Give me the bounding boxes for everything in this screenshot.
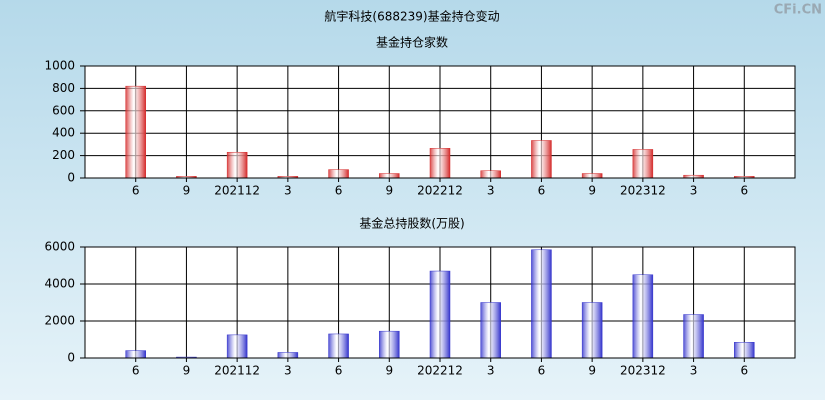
bar xyxy=(328,169,349,179)
bar xyxy=(632,274,654,359)
x-tick-label: 3 xyxy=(487,184,495,198)
x-tick-label: 6 xyxy=(538,184,546,198)
x-tick-label: 9 xyxy=(385,184,393,198)
bar xyxy=(226,151,248,179)
x-tick-label: 202312 xyxy=(620,184,666,198)
x-tick-label: 202212 xyxy=(417,364,463,378)
y-tick-label: 4000 xyxy=(44,277,75,291)
bar xyxy=(125,350,146,359)
x-tick-label: 6 xyxy=(335,184,343,198)
bar xyxy=(277,352,299,359)
x-tick-label: 6 xyxy=(335,364,343,378)
page-title: 航宇科技(688239)基金持仓变动 xyxy=(324,9,499,24)
x-tick-label: 3 xyxy=(284,184,292,198)
y-tick-label: 0 xyxy=(67,351,75,365)
x-tick-label: 3 xyxy=(690,184,698,198)
x-tick-label: 9 xyxy=(183,184,191,198)
bar xyxy=(734,342,755,359)
x-tick-label: 3 xyxy=(487,364,495,378)
x-tick-label: 6 xyxy=(740,184,748,198)
x-tick-label: 6 xyxy=(132,184,140,198)
chart-title: 基金持仓家数 xyxy=(376,35,448,50)
y-tick-label: 200 xyxy=(52,148,75,162)
bar xyxy=(429,270,451,359)
plot-border xyxy=(84,246,796,359)
bar xyxy=(531,140,552,179)
y-tick-label: 6000 xyxy=(44,240,75,254)
bar xyxy=(581,173,603,179)
bar xyxy=(683,314,704,359)
x-tick-label: 202212 xyxy=(417,184,463,198)
x-tick-label: 9 xyxy=(588,184,596,198)
x-tick-label: 9 xyxy=(183,364,191,378)
bar xyxy=(328,333,349,359)
bar xyxy=(581,302,603,359)
bar xyxy=(531,249,552,359)
bar xyxy=(125,85,146,179)
y-tick-label: 800 xyxy=(52,81,75,95)
bar xyxy=(379,173,400,179)
x-tick-label: 202312 xyxy=(620,364,666,378)
y-tick-label: 600 xyxy=(52,103,75,117)
x-tick-label: 6 xyxy=(538,364,546,378)
bar xyxy=(226,334,248,359)
x-tick-label: 202112 xyxy=(214,364,260,378)
bar xyxy=(429,148,451,179)
x-tick-label: 9 xyxy=(588,364,596,378)
bar xyxy=(480,170,501,179)
watermark: CFi.CN xyxy=(774,3,822,18)
y-tick-label: 400 xyxy=(52,126,75,140)
chart-title: 基金总持股数(万股) xyxy=(359,216,464,231)
bar xyxy=(379,330,400,359)
y-tick-label: 1000 xyxy=(44,59,75,73)
x-tick-label: 6 xyxy=(132,364,140,378)
x-tick-label: 6 xyxy=(740,364,748,378)
plot-border xyxy=(84,65,796,179)
y-tick-label: 2000 xyxy=(44,314,75,328)
bar xyxy=(632,149,654,179)
y-tick-label: 0 xyxy=(67,171,75,185)
x-tick-label: 9 xyxy=(385,364,393,378)
x-tick-label: 202112 xyxy=(214,184,260,198)
x-tick-label: 3 xyxy=(284,364,292,378)
bar xyxy=(480,302,501,359)
x-tick-label: 3 xyxy=(690,364,698,378)
